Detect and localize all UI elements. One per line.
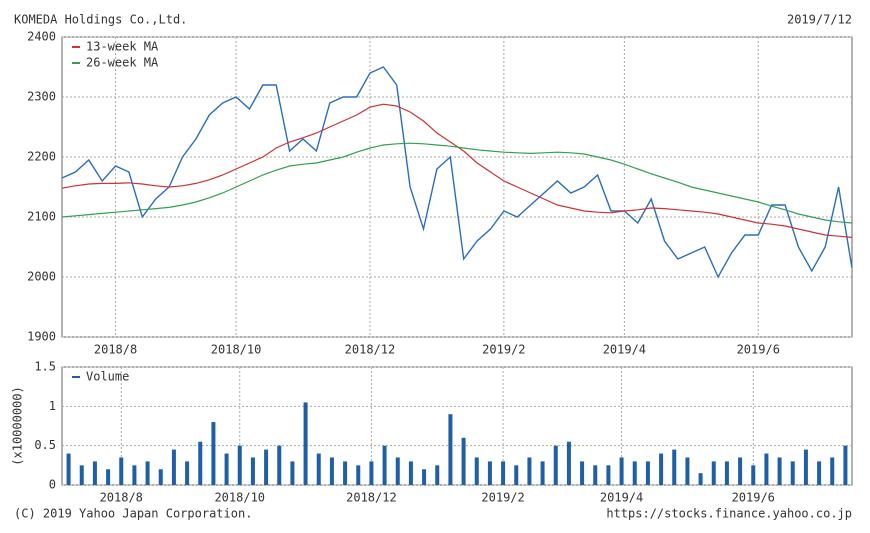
volume-bar xyxy=(553,445,558,485)
y-tick-label: 2100 xyxy=(27,210,56,224)
volume-bar xyxy=(764,453,769,485)
volume-bar xyxy=(185,461,190,485)
volume-bar xyxy=(119,457,124,485)
volume-bar xyxy=(171,449,176,485)
company-title: KOMEDA Holdings Co.,Ltd. xyxy=(14,13,187,27)
plot-area xyxy=(61,36,853,338)
plot-area xyxy=(61,366,853,486)
chart-date: 2019/7/12 xyxy=(787,13,852,27)
volume-bar xyxy=(711,461,716,485)
volume-bar xyxy=(724,461,729,485)
x-tick-label: 2018/12 xyxy=(345,343,396,357)
volume-bar xyxy=(606,465,611,485)
volume-bar xyxy=(277,445,282,485)
x-tick-label: 2019/4 xyxy=(600,491,643,505)
y-tick-label: 1900 xyxy=(27,330,56,344)
volume-bar xyxy=(817,461,822,485)
volume-bar xyxy=(408,461,413,485)
volume-bar xyxy=(777,457,782,485)
volume-bar xyxy=(540,461,545,485)
copyright: (C) 2019 Yahoo Japan Corporation. xyxy=(14,507,252,521)
volume-bar xyxy=(461,437,466,485)
volume-bar xyxy=(487,461,492,485)
volume-bar xyxy=(474,457,479,485)
volume-bar xyxy=(422,469,427,485)
volume-bar xyxy=(382,445,387,485)
volume-bar xyxy=(632,461,637,485)
volume-bar xyxy=(514,465,519,485)
x-tick-label: 2018/10 xyxy=(214,491,265,505)
volume-bar xyxy=(158,469,163,485)
volume-bar xyxy=(751,465,756,485)
volume-bar xyxy=(290,461,295,485)
volume-bar xyxy=(250,457,255,485)
volume-bar xyxy=(685,457,690,485)
volume-bar xyxy=(395,457,400,485)
volume-bar xyxy=(501,461,506,485)
volume-bar xyxy=(198,441,203,485)
y-tick-label: 0.5 xyxy=(34,438,56,452)
volume-bar xyxy=(790,461,795,485)
volume-bar xyxy=(79,465,84,485)
volume-bar xyxy=(369,461,374,485)
volume-bar xyxy=(843,445,848,485)
volume-bar xyxy=(264,449,269,485)
y-tick-label: 1.5 xyxy=(34,360,56,374)
volume-bar xyxy=(566,441,571,485)
volume-bar xyxy=(224,453,229,485)
x-tick-label: 2018/8 xyxy=(100,491,143,505)
volume-bar xyxy=(803,449,808,485)
volume-bar xyxy=(830,457,835,485)
volume-bar xyxy=(356,465,361,485)
volume-bar xyxy=(303,402,308,485)
volume-bar xyxy=(593,465,598,485)
price-line xyxy=(61,66,853,279)
volume-bar xyxy=(659,453,664,485)
volume-bar xyxy=(329,457,334,485)
x-tick-label: 2018/12 xyxy=(346,491,397,505)
volume-bar xyxy=(132,465,137,485)
y-tick-label: 2000 xyxy=(27,270,56,284)
legend-label: 26-week MA xyxy=(86,56,159,70)
price-line xyxy=(61,142,853,224)
volume-bar xyxy=(580,461,585,485)
volume-bar xyxy=(106,469,111,485)
volume-bar xyxy=(237,445,242,485)
volume-bar xyxy=(145,461,150,485)
y-tick-label: 2200 xyxy=(27,150,56,164)
y-tick-label: 2400 xyxy=(27,30,56,44)
source-url: https://stocks.finance.yahoo.co.jp xyxy=(606,507,852,521)
volume-bar xyxy=(435,465,440,485)
volume-bar xyxy=(343,461,348,485)
y-tick-label: 2300 xyxy=(27,90,56,104)
x-tick-label: 2018/10 xyxy=(211,343,262,357)
volume-bar xyxy=(527,457,532,485)
x-tick-label: 2019/2 xyxy=(481,491,524,505)
volume-bar xyxy=(66,453,71,485)
x-tick-label: 2018/8 xyxy=(94,343,137,357)
legend-label: Volume xyxy=(86,370,129,384)
volume-bar xyxy=(645,461,650,485)
volume-bar xyxy=(448,414,453,485)
volume-bar xyxy=(738,457,743,485)
volume-bar xyxy=(619,457,624,485)
volume-bar xyxy=(698,473,703,485)
volume-bar xyxy=(211,422,216,485)
y-axis-label: (x10000000) xyxy=(11,386,25,465)
volume-bar xyxy=(316,453,321,485)
x-tick-label: 2019/6 xyxy=(737,343,780,357)
legend-label: 13-week MA xyxy=(86,40,159,54)
volume-bar xyxy=(672,449,677,485)
x-tick-label: 2019/2 xyxy=(482,343,525,357)
x-tick-label: 2019/4 xyxy=(603,343,646,357)
volume-bar xyxy=(92,461,97,485)
x-tick-label: 2019/6 xyxy=(732,491,775,505)
y-tick-label: 0 xyxy=(49,478,56,492)
y-tick-label: 1 xyxy=(49,399,56,413)
